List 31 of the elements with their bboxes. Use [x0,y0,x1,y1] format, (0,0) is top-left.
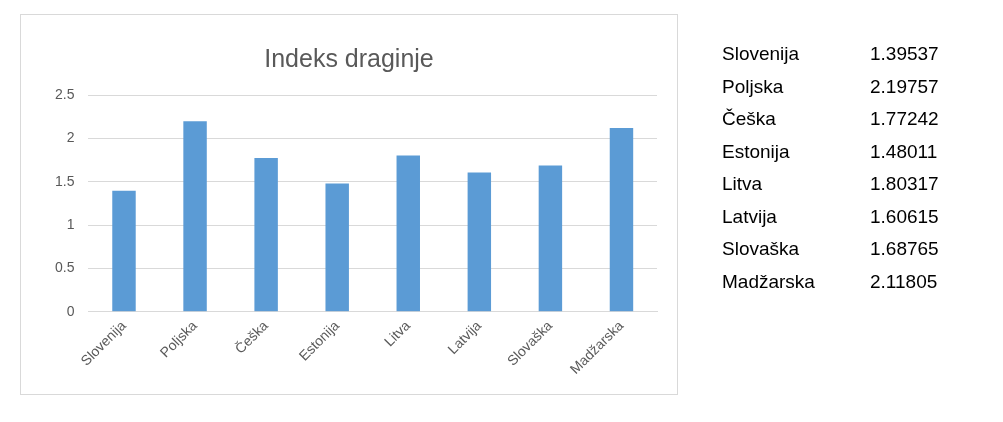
category-label: Češka [722,108,777,131]
y-tick-label: 0.5 [54,259,75,276]
category-label: Litva [722,173,764,196]
bar [467,172,492,312]
y-tick-label: 1.5 [54,172,75,189]
bar [396,155,420,312]
data-label: 1.48011 [870,140,938,163]
bar [325,183,349,312]
category-label: Poljska [722,75,785,98]
data-label: 1.39537 [870,43,939,66]
data-label: 1.60615 [870,205,939,228]
category-label: Latvija [722,205,778,228]
data-label: 1.80317 [870,173,939,196]
data-label: 1.68765 [870,238,939,261]
bar [112,190,136,312]
data-label: 2.19757 [870,75,939,98]
y-tick-label: 0 [66,302,75,319]
y-tick-label: 1 [66,215,75,232]
category-label: Estonija [722,140,791,163]
category-label: Madžarska [722,270,816,293]
data-label: 2.11805 [870,270,938,293]
chart-title: Indeks draginje [264,43,434,72]
bar [609,128,634,312]
y-tick-label: 2 [66,129,75,146]
bar [538,165,563,312]
category-label: Slovenija [722,43,801,66]
bar [183,121,207,312]
y-tick-label: 2.5 [54,85,75,102]
data-label: 1.77242 [870,108,939,131]
bar [254,158,278,312]
category-label: Slovaška [722,238,801,261]
